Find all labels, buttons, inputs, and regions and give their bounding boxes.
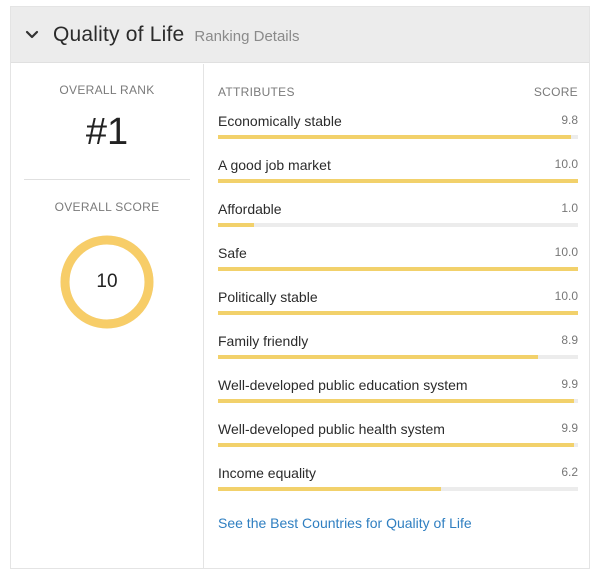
attribute-row: Well-developed public education system 9.… (218, 369, 578, 413)
attribute-name: Economically stable (218, 113, 342, 129)
panel-header[interactable]: Quality of Life Ranking Details (11, 7, 589, 63)
score-bar-track (218, 443, 578, 447)
overall-score-value: 10 (96, 271, 118, 292)
attribute-row: A good job market 10.0 (218, 149, 578, 193)
attribute-score: 10.0 (554, 289, 578, 303)
attribute-row: Politically stable 10.0 (218, 281, 578, 325)
score-bar-track (218, 179, 578, 183)
attributes-column: ATTRIBUTES SCORE Economically stable 9.8 A… (204, 64, 589, 568)
score-ring: 10 (59, 234, 155, 330)
score-bar-fill (218, 223, 254, 227)
ranking-panel: Quality of Life Ranking Details OVERALL … (10, 6, 590, 569)
attribute-name: Affordable (218, 201, 282, 217)
overall-rank-label: OVERALL RANK (59, 83, 155, 97)
best-countries-link[interactable]: See the Best Countries for Quality of Li… (218, 515, 472, 531)
score-bar-fill (218, 487, 442, 491)
attribute-name: A good job market (218, 157, 331, 173)
attribute-score: 10.0 (554, 245, 578, 259)
score-header: SCORE (533, 85, 578, 99)
attribute-name: Politically stable (218, 289, 318, 305)
attribute-name: Family friendly (218, 333, 309, 349)
score-bar-track (218, 355, 578, 359)
panel-subtitle: Ranking Details (194, 27, 300, 45)
attribute-score: 6.2 (561, 465, 578, 479)
attribute-row: Affordable 1.0 (218, 193, 578, 237)
attribute-score: 9.9 (561, 377, 578, 391)
score-bar-track (218, 311, 578, 315)
attribute-row: Economically stable 9.8 (218, 105, 578, 149)
attribute-score: 1.0 (561, 201, 578, 215)
attribute-name: Income equality (218, 465, 317, 481)
attribute-score: 8.9 (561, 333, 578, 347)
score-bar-fill (218, 443, 575, 447)
chevron-down-icon[interactable] (25, 28, 39, 42)
score-bar-fill (218, 355, 539, 359)
attribute-row: Family friendly 8.9 (218, 325, 578, 369)
score-bar-fill (218, 399, 575, 403)
overall-score-label: OVERALL SCORE (54, 200, 160, 214)
attribute-score: 9.8 (561, 113, 578, 127)
overall-rank-value: #1 (85, 111, 129, 153)
divider (24, 179, 190, 180)
score-bar-fill (218, 135, 571, 139)
score-bar-fill (218, 311, 578, 315)
score-bar-track (218, 135, 578, 139)
attribute-name: Safe (218, 245, 247, 261)
attribute-row: Income equality 6.2 (218, 457, 578, 501)
score-bar-track (218, 487, 578, 491)
attribute-row: Safe 10.0 (218, 237, 578, 281)
attribute-score: 10.0 (554, 157, 578, 171)
attributes-header: ATTRIBUTES (218, 85, 295, 99)
attribute-name: Well-developed public education system (218, 377, 468, 393)
score-bar-fill (218, 267, 578, 271)
score-bar-track (218, 399, 578, 403)
attribute-score: 9.9 (561, 421, 578, 435)
overall-column: OVERALL RANK #1 OVERALL SCORE 10 (11, 64, 204, 568)
attribute-list: Economically stable 9.8 A good job market 1… (218, 105, 578, 501)
attribute-row: Well-developed public health system 9.9 (218, 413, 578, 457)
panel-title: Quality of Life (53, 22, 185, 46)
score-bar-track (218, 223, 578, 227)
attribute-name: Well-developed public health system (218, 421, 445, 437)
score-bar-track (218, 267, 578, 271)
score-bar-fill (218, 179, 578, 183)
